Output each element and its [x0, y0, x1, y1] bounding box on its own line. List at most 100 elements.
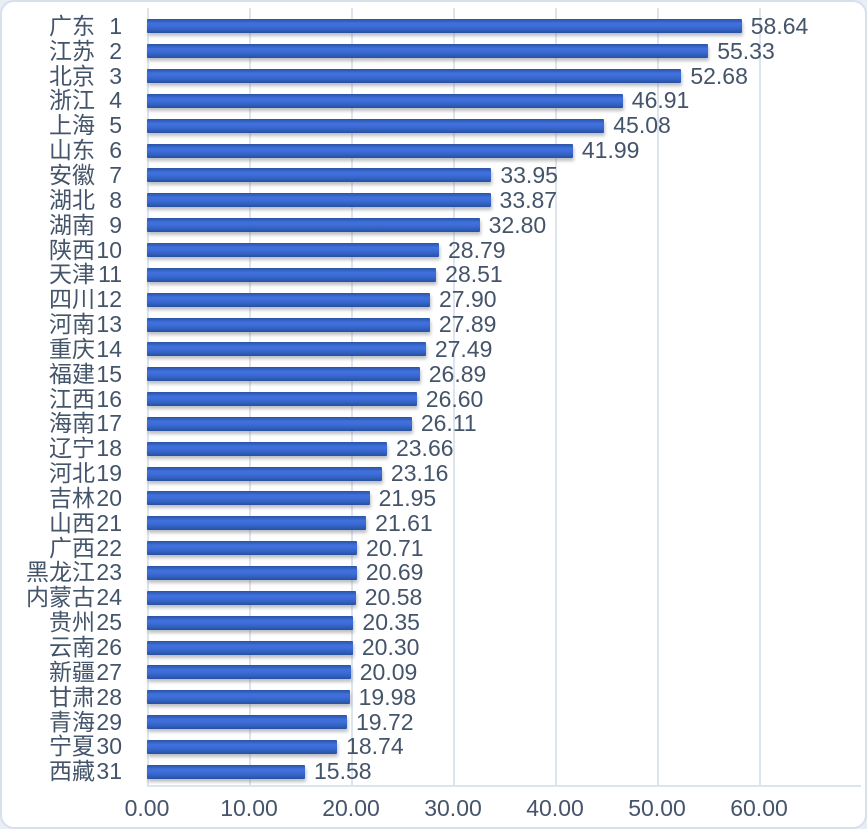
category-label-group: 安徽 7 — [2, 163, 147, 187]
province-label: 北京 — [49, 62, 95, 89]
bar — [147, 193, 491, 208]
bar-track: 45.08 — [147, 113, 857, 138]
bar-track: 33.87 — [147, 188, 857, 213]
bar-track: 26.89 — [147, 362, 857, 387]
province-label: 山东 — [49, 137, 95, 164]
bar — [147, 93, 623, 108]
bar — [147, 565, 357, 580]
province-label: 湖南 — [49, 211, 95, 238]
bar-row: 湖南 9 32.80 — [2, 213, 865, 238]
value-label: 20.09 — [359, 658, 418, 685]
bar-track: 19.72 — [147, 710, 857, 735]
bar — [147, 69, 682, 84]
category-label-group: 贵州 25 — [2, 611, 147, 634]
gridline — [759, 8, 761, 785]
value-label: 26.89 — [428, 360, 487, 387]
province-label: 河北 — [49, 460, 95, 487]
province-label: 江苏 — [49, 37, 95, 64]
category-label-group: 辽宁 18 — [2, 437, 147, 460]
province-label: 新疆 — [49, 658, 95, 685]
bar-row: 山西 21 21.61 — [2, 511, 865, 536]
bar-row: 河北 19 23.16 — [2, 461, 865, 486]
value-label: 21.61 — [375, 509, 433, 536]
province-label: 宁夏 — [49, 733, 95, 760]
value-label: 46.91 — [631, 87, 690, 114]
rank-label: 13 — [96, 311, 122, 338]
value-label: 58.64 — [750, 12, 809, 39]
rank-label: 31 — [96, 758, 122, 785]
bar-row: 辽宁 18 23.66 — [2, 436, 865, 461]
value-label: 26.60 — [425, 385, 484, 412]
bar-row: 内蒙古 24 20.58 — [2, 585, 865, 610]
province-label: 山西 — [49, 509, 95, 536]
category-label-group: 陕西 10 — [2, 236, 147, 263]
value-label: 15.58 — [314, 758, 372, 785]
bar — [147, 590, 356, 605]
province-label: 海南 — [49, 410, 95, 437]
value-label: 20.58 — [364, 584, 423, 611]
province-label: 西藏 — [49, 758, 95, 785]
province-label: 黑龙江 — [26, 559, 95, 586]
bar-track: 46.91 — [147, 89, 857, 114]
bar-track: 20.58 — [147, 585, 857, 610]
bar — [147, 392, 417, 407]
bar — [147, 367, 420, 382]
rank-label: 11 — [98, 261, 122, 288]
category-label-group: 天津 11 — [2, 263, 147, 286]
rank-label: 14 — [96, 335, 122, 362]
bar-row: 西藏 31 15.58 — [2, 759, 865, 784]
x-tick-label: 30.00 — [424, 795, 482, 821]
province-label: 天津 — [49, 261, 95, 288]
bar — [147, 118, 605, 133]
rank-label: 18 — [96, 435, 122, 462]
category-label-group: 河南 13 — [2, 313, 147, 336]
value-label: 20.35 — [362, 609, 420, 636]
value-label: 28.51 — [445, 261, 503, 288]
rank-label: 16 — [96, 385, 122, 412]
rank-label: 25 — [96, 609, 122, 636]
value-label: 33.87 — [499, 186, 558, 213]
value-label: 23.66 — [395, 435, 454, 462]
rank-label: 5 — [109, 112, 122, 139]
province-label: 浙江 — [49, 87, 95, 114]
category-label-group: 云南 26 — [2, 636, 147, 659]
bar — [147, 715, 348, 730]
bar-track: 18.74 — [147, 734, 857, 759]
category-label-group: 海南 17 — [2, 412, 147, 435]
value-label: 20.69 — [365, 559, 424, 586]
province-label: 上海 — [49, 112, 95, 139]
x-tick-label: 60.00 — [730, 795, 788, 821]
gridline — [555, 8, 557, 785]
bar-row: 广东 1 58.64 — [2, 14, 865, 39]
rank-label: 30 — [96, 733, 122, 760]
bar-row: 山东 6 41.99 — [2, 138, 865, 163]
x-tick-label: 0.00 — [124, 795, 170, 821]
gridline — [657, 8, 659, 785]
bar — [147, 267, 437, 282]
bar-track: 21.61 — [147, 511, 857, 536]
bar-row: 福建 15 26.89 — [2, 362, 865, 387]
province-label: 广东 — [49, 12, 95, 39]
value-label: 27.49 — [434, 335, 493, 362]
category-label-group: 内蒙古 24 — [2, 586, 147, 609]
value-label: 32.80 — [488, 211, 547, 238]
bar — [147, 243, 439, 258]
x-axis: 0.00 10.00 20.00 30.00 40.00 50.00 60.00 — [125, 793, 861, 823]
value-label: 18.74 — [346, 733, 404, 760]
province-label: 内蒙古 — [26, 584, 95, 611]
category-label-group: 江西 16 — [2, 385, 147, 412]
bar-row: 吉林 20 21.95 — [2, 486, 865, 511]
rank-label: 27 — [96, 658, 122, 685]
x-tick-label: 40.00 — [526, 795, 584, 821]
bar — [147, 44, 709, 59]
category-label-group: 北京 3 — [2, 62, 147, 89]
bar — [147, 342, 426, 357]
rank-label: 10 — [96, 236, 122, 263]
value-label: 27.90 — [438, 286, 497, 313]
rank-label: 29 — [96, 708, 122, 735]
bar-track: 27.49 — [147, 337, 857, 362]
bar — [147, 466, 382, 481]
bar — [147, 416, 412, 431]
bar-row: 安徽 7 33.95 — [2, 163, 865, 188]
